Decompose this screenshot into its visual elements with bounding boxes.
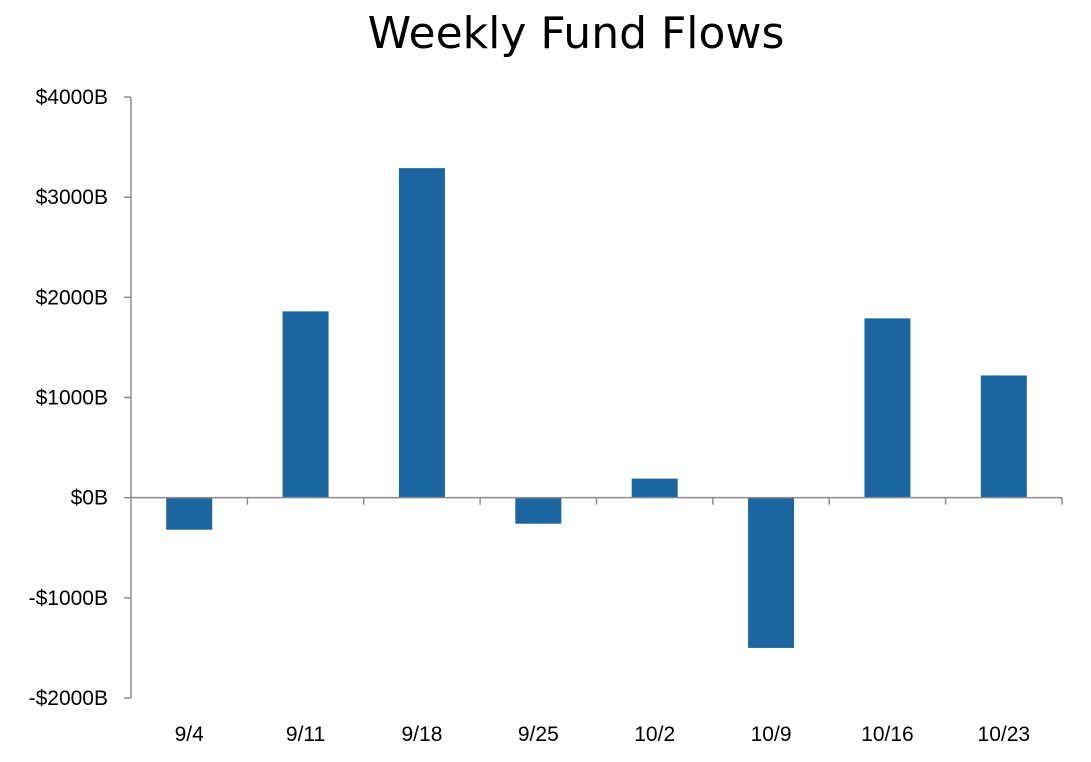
x-tick-label: 9/11 <box>286 723 325 746</box>
x-tick-label: 10/2 <box>634 723 675 746</box>
y-tick-label: -$2000B <box>29 687 108 710</box>
bars-group <box>166 168 1027 648</box>
x-tick-label: 10/9 <box>751 723 792 746</box>
bar-9-25 <box>515 497 562 524</box>
tick-labels-group: -$2000B -$1000B $0B $1000B $2000B $3000B $4000… <box>29 86 1031 746</box>
chart-title: Weekly Fund Flows <box>367 8 785 59</box>
bar-10-23 <box>980 375 1027 498</box>
bar-10-16 <box>864 318 911 498</box>
y-tick-label: -$1000B <box>29 587 108 610</box>
x-tick-label: 9/18 <box>402 723 443 746</box>
y-tick-label: $3000B <box>36 186 108 209</box>
x-tick-label: 10/23 <box>978 723 1031 746</box>
bar-9-18 <box>398 168 445 498</box>
y-tick-label: $1000B <box>36 387 108 410</box>
x-tick-label: 10/16 <box>861 723 914 746</box>
y-tick-label: $2000B <box>36 286 108 309</box>
bar-10-2 <box>631 478 678 498</box>
x-tick-label: 9/4 <box>175 723 205 746</box>
y-tick-label: $0B <box>71 487 108 510</box>
axes-group <box>124 96 1063 699</box>
bar-9-11 <box>282 311 329 498</box>
bar-9-4 <box>166 497 213 530</box>
y-tick-label: $4000B <box>36 86 108 109</box>
bar-10-9 <box>748 497 795 648</box>
x-tick-label: 9/25 <box>518 723 559 746</box>
